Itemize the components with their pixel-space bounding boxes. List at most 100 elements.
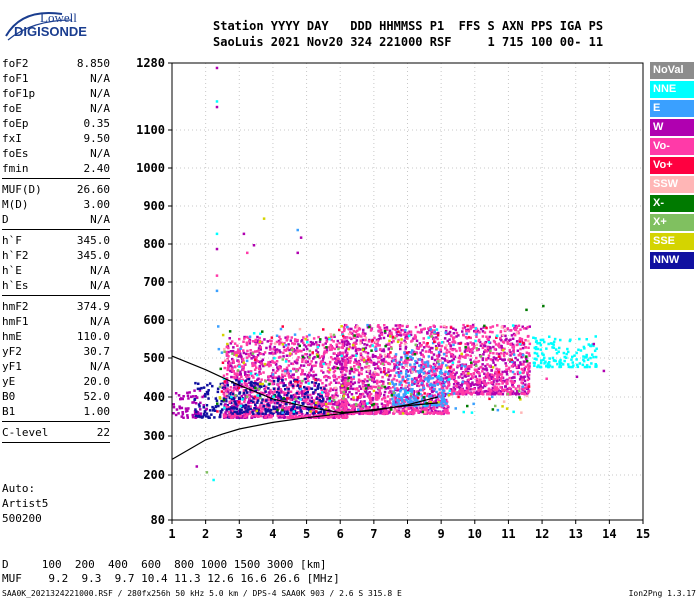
echo-point	[504, 329, 507, 333]
echo-point	[268, 396, 271, 400]
echo-point	[424, 408, 428, 412]
echo-point	[442, 393, 446, 397]
echo-point	[424, 406, 428, 409]
echo-point	[445, 411, 449, 415]
echo-point	[368, 345, 372, 348]
echo-point	[412, 365, 415, 369]
echo-point	[464, 368, 467, 372]
echo-point	[225, 413, 228, 417]
echo-point	[202, 394, 206, 398]
echo-point	[514, 393, 518, 396]
echo-point	[434, 399, 437, 403]
echo-point	[215, 66, 219, 70]
echo-point	[217, 347, 221, 351]
echo-point	[374, 355, 377, 358]
echo-point	[295, 399, 298, 403]
echo-point	[227, 361, 230, 364]
echo-point	[439, 348, 442, 351]
echo-point	[353, 335, 357, 338]
echo-point	[314, 414, 318, 417]
echo-point	[242, 392, 245, 396]
echo-point	[257, 383, 260, 387]
echo-point	[488, 341, 492, 345]
echo-point	[229, 416, 233, 419]
echo-point	[411, 370, 414, 374]
echo-point	[491, 375, 494, 379]
trace-upper	[171, 355, 438, 414]
echo-point	[282, 416, 286, 419]
echo-point	[386, 412, 390, 415]
echo-point	[266, 405, 270, 408]
echo-point	[382, 408, 386, 411]
echo-point	[277, 407, 280, 410]
echo-point	[422, 346, 426, 349]
echo-point	[336, 406, 339, 409]
echo-point	[255, 350, 259, 353]
echo-point	[479, 327, 483, 331]
echo-point	[446, 409, 449, 413]
echo-point	[347, 410, 350, 413]
echo-point	[354, 326, 357, 329]
echo-point	[243, 406, 247, 410]
echo-point	[228, 396, 231, 399]
echo-point	[355, 333, 359, 336]
echo-point	[231, 413, 234, 416]
echo-point	[321, 416, 324, 419]
echo-point	[243, 385, 246, 388]
echo-point	[392, 391, 396, 394]
echo-point	[528, 354, 531, 357]
echo-point	[388, 400, 391, 404]
echo-point	[413, 408, 417, 411]
echo-point	[349, 332, 352, 335]
echo-point	[420, 368, 423, 372]
echo-point	[345, 386, 349, 389]
echo-point	[465, 390, 468, 394]
echo-point	[410, 401, 414, 405]
echo-point	[443, 400, 446, 403]
echo-point	[425, 372, 428, 375]
echo-point	[518, 378, 522, 381]
echo-point	[488, 390, 492, 393]
echo-point	[435, 368, 438, 372]
echo-point	[233, 400, 237, 403]
echo-point	[445, 344, 448, 347]
echo-point	[396, 398, 399, 402]
echo-point	[179, 397, 182, 401]
echo-point	[495, 386, 499, 389]
echo-point	[223, 405, 227, 408]
echo-point	[592, 344, 595, 348]
echo-point	[425, 404, 429, 408]
echo-point	[238, 413, 242, 416]
x-tick-label: 9	[438, 527, 445, 541]
echo-point	[290, 396, 293, 399]
echo-point	[363, 402, 366, 405]
echo-point	[559, 363, 562, 366]
echo-point	[488, 330, 492, 334]
echo-point	[282, 397, 285, 401]
echo-point	[371, 379, 374, 382]
echo-point	[344, 364, 347, 367]
echo-point	[207, 397, 210, 400]
echo-point	[379, 353, 382, 357]
plot-frame	[171, 62, 644, 521]
echo-point	[360, 372, 363, 376]
echo-point	[341, 386, 344, 390]
echo-point	[261, 358, 265, 361]
echo-point	[462, 380, 465, 383]
echo-point	[378, 394, 382, 397]
echo-point	[345, 382, 349, 385]
echo-point	[198, 414, 202, 417]
echo-point	[421, 410, 425, 414]
echo-point	[275, 334, 279, 337]
echo-point	[290, 362, 293, 365]
echo-point	[415, 390, 418, 393]
echo-point	[314, 416, 318, 419]
echo-point	[338, 328, 341, 332]
echo-point	[419, 410, 422, 413]
echo-point	[360, 411, 363, 414]
echo-point	[391, 391, 394, 395]
echo-point	[247, 370, 250, 373]
echo-point	[404, 410, 407, 413]
echo-point	[526, 391, 529, 394]
echo-point	[399, 406, 402, 409]
